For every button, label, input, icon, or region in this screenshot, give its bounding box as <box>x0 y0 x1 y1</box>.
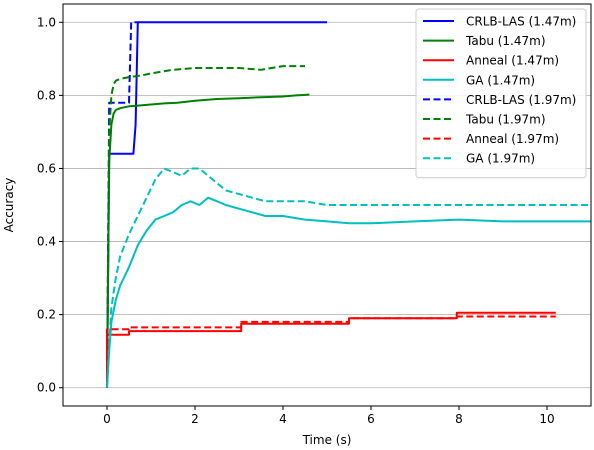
x-tick-label: 8 <box>455 412 463 426</box>
x-tick-label: 0 <box>103 412 111 426</box>
series-line-tabu-1-97m <box>106 65 305 388</box>
series-line-ga-1-47m <box>106 196 591 388</box>
legend-label: CRLB-LAS (1.47m) <box>466 15 576 29</box>
x-tick-label: 10 <box>539 412 554 426</box>
x-tick-label: 2 <box>191 412 199 426</box>
y-axis-label: Accuracy <box>2 178 16 233</box>
legend-label: Tabu (1.47m) <box>465 34 546 48</box>
legend-label: CRLB-LAS (1.97m) <box>466 93 576 107</box>
y-tick-label: 1.0 <box>37 15 56 29</box>
x-tick-label: 6 <box>367 412 375 426</box>
y-tick-label: 0.4 <box>37 235 56 249</box>
series-line-tabu-1-47m <box>106 93 310 388</box>
x-tick-label: 4 <box>279 412 287 426</box>
legend-box <box>415 8 587 179</box>
legend-label: Anneal (1.47m) <box>466 54 559 68</box>
y-tick-label: 0.2 <box>37 308 56 322</box>
y-tick-label: 0.8 <box>37 88 56 102</box>
series-line-ga-1-97m <box>106 167 591 388</box>
legend-label: Anneal (1.97m) <box>466 132 559 146</box>
legend-label: GA (1.47m) <box>466 73 535 87</box>
plot-frame <box>62 3 592 407</box>
legend-label: GA (1.97m) <box>466 152 535 166</box>
series-line-anneal-1-97m <box>106 315 556 388</box>
legend: CRLB-LAS (1.47m) Tabu (1.47m) Anneal (1.47… <box>415 8 587 179</box>
legend-label: Tabu (1.97m) <box>465 113 546 127</box>
y-tick-label: 0.6 <box>37 161 56 175</box>
y-axis-ticks: 0.0 0.2 0.4 0.6 0.8 1.0 <box>37 15 63 395</box>
x-axis-ticks: 0 2 4 6 8 10 <box>103 406 555 426</box>
x-axis-label: Time (s) <box>302 433 352 447</box>
y-tick-label: 0.0 <box>37 381 56 395</box>
series-lines <box>106 21 591 388</box>
